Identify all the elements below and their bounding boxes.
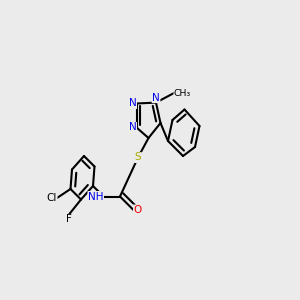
Text: CH₃: CH₃ xyxy=(174,88,191,98)
Text: Cl: Cl xyxy=(46,193,57,203)
Text: NH: NH xyxy=(88,191,103,202)
Text: O: O xyxy=(134,205,142,215)
Text: S: S xyxy=(135,152,141,163)
Text: N: N xyxy=(152,93,160,103)
Text: N: N xyxy=(129,98,136,109)
Text: F: F xyxy=(66,214,72,224)
Text: N: N xyxy=(129,122,136,133)
